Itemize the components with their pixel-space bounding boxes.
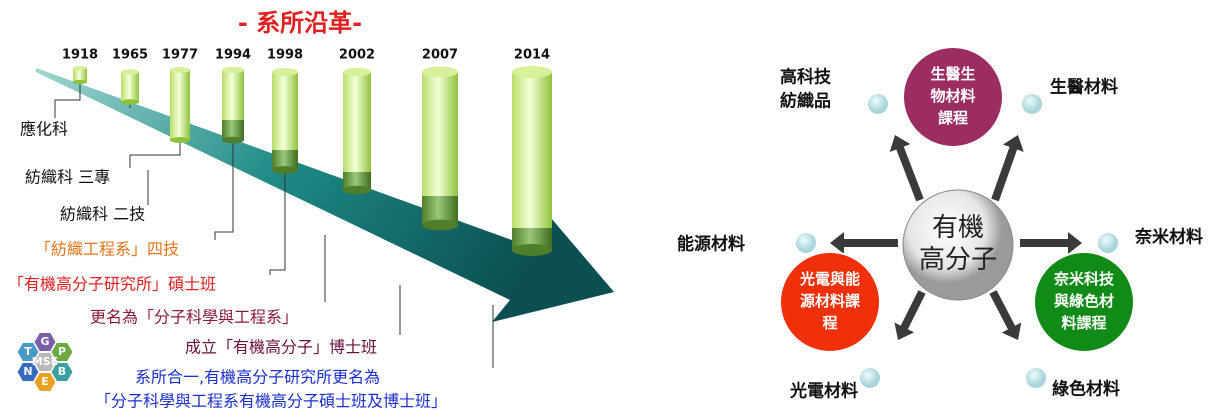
cylinder-base [170,137,190,143]
program-text: 課程 [938,109,968,127]
logo-letter: E [41,375,49,388]
title: - 系所沿革- [238,9,362,37]
field-label: 能源材料 [677,234,745,255]
program-text: 生醫生 [930,65,975,83]
field-label: 生醫材料 [1050,77,1118,98]
year: 2014 [514,48,550,63]
dot [860,368,880,388]
cylinder-top [73,66,87,70]
cylinder-top [272,68,298,76]
cylinder-base [121,99,139,104]
arrow [1020,232,1082,254]
year: 1965 [112,48,148,63]
event: 成立「有機高分子」博士班 [185,338,377,357]
program-text: 程 [822,314,837,332]
cylinder-top [121,69,139,74]
event: 紡織科 二技 [60,205,145,224]
event: 紡織科 三專 [25,168,110,187]
arrow [890,135,924,201]
cylinder [170,70,190,140]
cylinder-base [272,166,298,174]
program-text: 料課程 [1061,314,1106,332]
program-text: 光電與能 [799,270,860,288]
arrow [894,290,925,340]
event: 「紡織工程系」四技 [35,240,179,259]
arrow [991,135,1023,201]
logo-center: MSE [32,355,58,368]
event: 「有機高分子研究所」碩士班 [8,275,216,294]
hub-text: 高分子 [919,245,997,275]
field-label: 綠色材料 [1052,379,1120,400]
program-text: 物材料 [930,87,975,105]
cylinder-base [512,244,552,256]
cylinder-base [73,80,87,84]
event: 應化科 [20,120,68,139]
cylinder-base [343,186,371,194]
cylinder-top [422,67,458,78]
arrow [830,232,898,254]
event: 「分子科學與工程系有機高分子碩士班及博士班」 [95,392,447,410]
logo-letter: B [58,365,66,378]
field-label: 紡織品 [780,91,831,112]
logo-letter: G [40,335,49,348]
dot [1098,233,1118,253]
cylinder-top [343,68,371,76]
cylinder-top [512,66,552,78]
cylinder-base [422,220,458,231]
year: 2002 [339,48,375,63]
dot [1022,94,1042,114]
year: 1977 [162,48,198,63]
year: 2007 [422,48,458,63]
year: 1918 [62,48,98,63]
logo-letter: P [58,345,66,358]
year: 1998 [267,48,303,63]
year: 1994 [215,48,251,63]
event: 更名為「分子科學與工程系」 [90,308,298,327]
cylinder-top [170,67,190,73]
page: - 系所沿革- 有機高分子 生醫生物材料課程光電與能源材料課程 奈米科技與綠色材料課… [0,0,1229,410]
program-text: 奈米科技 [1053,270,1115,288]
cylinder [121,72,139,102]
field-label: 光電材料 [789,381,858,402]
dot [1026,368,1046,388]
dot [868,94,888,114]
cylinder-top [222,67,244,74]
arrow [989,290,1021,340]
program-text: 源材料課 [800,292,861,310]
program-text: 與綠色材 [1054,292,1114,310]
cylinder [512,72,552,250]
field-label: 高科技 [780,67,832,88]
cylinder-base [222,137,244,144]
field-label: 奈米材料 [1134,227,1203,248]
event: 系所合一,有機高分子研究所更名為 [135,368,380,387]
hub-text: 有機 [932,213,984,243]
dot [796,233,816,253]
